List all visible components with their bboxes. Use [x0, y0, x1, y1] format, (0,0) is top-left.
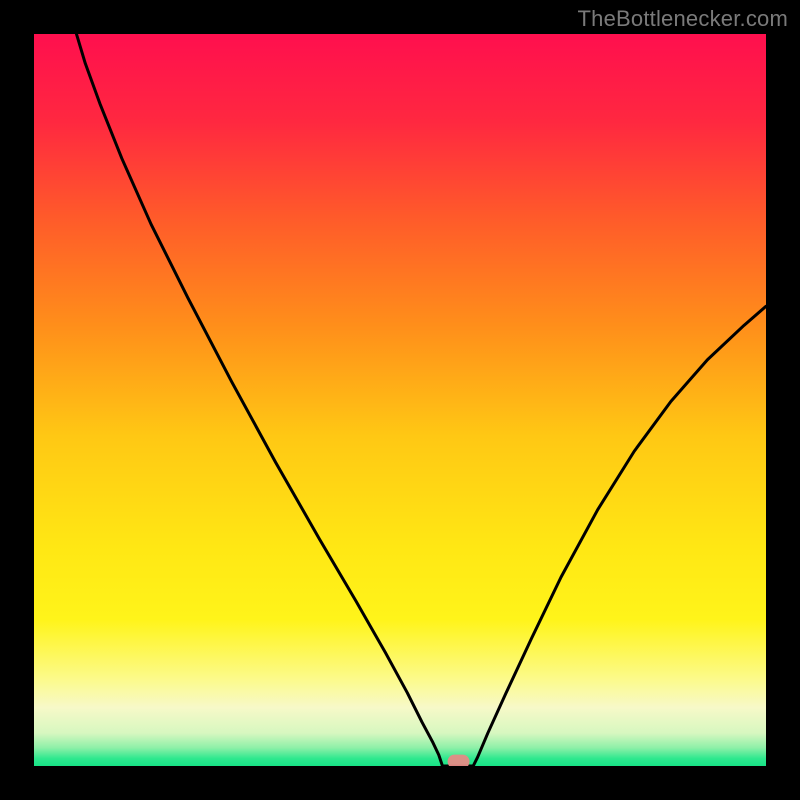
- curve-layer: [34, 34, 766, 766]
- plot-area: [34, 34, 766, 766]
- watermark-text: TheBottlenecker.com: [578, 6, 788, 32]
- bottleneck-curve: [76, 34, 766, 766]
- optimal-marker: [448, 755, 470, 766]
- chart-frame: TheBottlenecker.com: [0, 0, 800, 800]
